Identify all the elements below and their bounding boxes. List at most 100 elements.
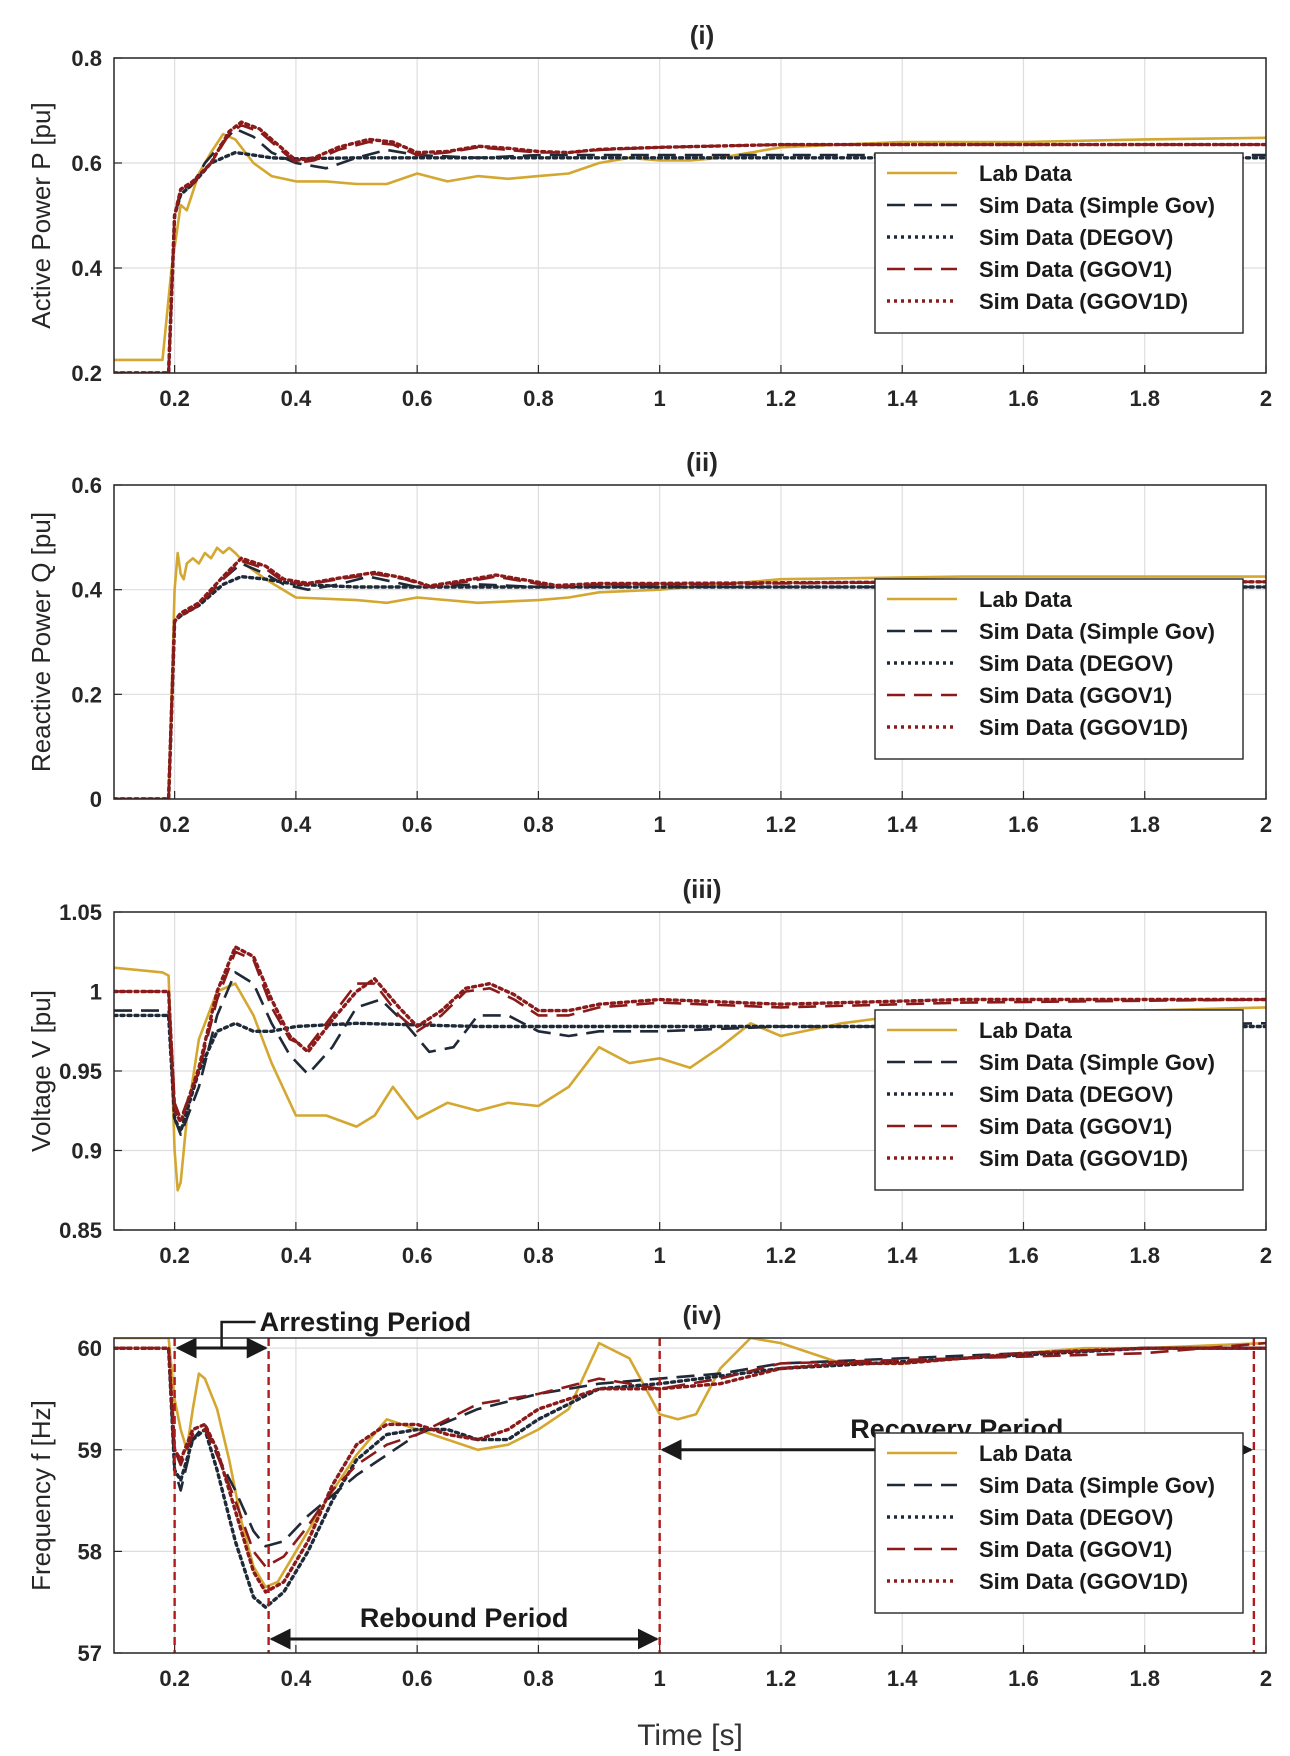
legend-label: Sim Data (DEGOV): [979, 1082, 1173, 1107]
legend-box: [874, 152, 1244, 334]
legend-label: Lab Data: [979, 161, 1073, 186]
legend-label: Sim Data (DEGOV): [979, 1505, 1173, 1530]
x-tick-label: 0.6: [402, 1666, 433, 1691]
series-line-sim-data-ggov1d-: [114, 556, 1266, 799]
legend: Lab Data Sim Data (Simple Gov) Sim Data (D…: [874, 1432, 1244, 1614]
panel-2: 0.2 0.4 0.6 0.8 1 1.2 1.4 1.6 1.8 2 0 0.2 0.4 0.6 Reac…: [26, 447, 1272, 837]
x-tick-label: 2: [1260, 1666, 1272, 1691]
x-tick-label: 1.2: [766, 812, 797, 837]
y-tick-label: 0.9: [71, 1139, 102, 1164]
x-tick-label: 1.8: [1129, 1666, 1160, 1691]
x-tick-label: 1.2: [766, 386, 797, 411]
legend-label: Sim Data (Simple Gov): [979, 193, 1215, 218]
series-line-sim-data-ggov1-: [114, 1341, 1266, 1568]
series-line-sim-data-simple-gov-: [114, 127, 1266, 373]
panel-title: (iv): [683, 1300, 722, 1330]
y-tick-label: 1: [90, 980, 102, 1005]
legend-label: Lab Data: [979, 1441, 1073, 1466]
legend-label: Sim Data (GGOV1): [979, 683, 1172, 708]
x-tick-label: 1.6: [1008, 1243, 1039, 1268]
x-tick-label: 1.2: [766, 1666, 797, 1691]
panel-title: (iii): [683, 874, 722, 904]
panel-title: (ii): [686, 447, 718, 477]
series-line-sim-data-simple-gov-: [114, 971, 1266, 1136]
legend-box: [874, 1432, 1244, 1614]
y-tick-label: 58: [78, 1539, 102, 1564]
series-line-lab-data: [114, 546, 1266, 799]
panels: 0.2 0.4 0.6 0.8 1 1.2 1.4 1.6 1.8 2 0.2 0.4 0.6 0.8 Ac…: [26, 20, 1272, 1691]
y-axis-label: Reactive Power Q [pu]: [26, 512, 56, 772]
plot-frame: [113, 484, 1267, 800]
x-tick-label: 1.4: [887, 1243, 918, 1268]
series-group: [114, 546, 1266, 799]
legend-box: [874, 578, 1244, 760]
x-axis-label: Time [s]: [637, 1719, 743, 1752]
x-tick-label: 0.8: [523, 812, 554, 837]
y-tick-label: 0.4: [71, 578, 102, 603]
series-line-lab-data: [114, 132, 1266, 362]
series-line-lab-data: [114, 1338, 1266, 1589]
x-tick-label: 2: [1260, 1243, 1272, 1268]
x-tick-label: 0.8: [523, 386, 554, 411]
y-tick-label: 59: [78, 1438, 102, 1463]
legend-label: Sim Data (Simple Gov): [979, 619, 1215, 644]
legend-label: Sim Data (Simple Gov): [979, 1473, 1215, 1498]
series-line-sim-data-ggov1-: [114, 123, 1266, 373]
y-tick-label: 60: [78, 1336, 102, 1361]
legend-label: Sim Data (GGOV1D): [979, 715, 1188, 740]
legend-label: Sim Data (GGOV1): [979, 1114, 1172, 1139]
x-tick-label: 0.4: [281, 812, 312, 837]
arresting-period-label: Arresting Period: [260, 1307, 472, 1337]
plot-frame: [113, 1337, 1267, 1654]
y-tick-label: 0.85: [59, 1218, 102, 1243]
panel-1: 0.2 0.4 0.6 0.8 1 1.2 1.4 1.6 1.8 2 0.2 0.4 0.6 0.8 Ac…: [26, 20, 1272, 411]
panel-4: 0.2 0.4 0.6 0.8 1 1.2 1.4 1.6 1.8 2 57 58 59 60 Freque…: [26, 1300, 1272, 1691]
x-tick-label: 1: [654, 386, 666, 411]
series-line-sim-data-ggov1d-: [114, 120, 1266, 373]
x-tick-label: 1.4: [887, 386, 918, 411]
legend: Lab Data Sim Data (Simple Gov) Sim Data (D…: [874, 1009, 1244, 1191]
series-line-sim-data-ggov1-: [114, 559, 1266, 799]
y-tick-label: 0.95: [59, 1059, 102, 1084]
x-tick-label: 1.4: [887, 1666, 918, 1691]
x-tick-label: 0.2: [159, 812, 190, 837]
x-tick-label: 0.2: [159, 386, 190, 411]
legend-label: Sim Data (GGOV1): [979, 257, 1172, 282]
y-axis-label: Frequency f [Hz]: [26, 1400, 56, 1591]
series-line-lab-data: [114, 966, 1266, 1192]
y-tick-label: 0.2: [71, 682, 102, 707]
legend-label: Sim Data (DEGOV): [979, 225, 1173, 250]
x-tick-label: 1.8: [1129, 812, 1160, 837]
x-tick-label: 0.8: [523, 1666, 554, 1691]
y-tick-label: 0.2: [71, 361, 102, 386]
series-line-sim-data-ggov1d-: [114, 945, 1266, 1124]
x-tick-label: 0.8: [523, 1243, 554, 1268]
legend-label: Sim Data (Simple Gov): [979, 1050, 1215, 1075]
legend: Lab Data Sim Data (Simple Gov) Sim Data (D…: [874, 578, 1244, 760]
legend-label: Sim Data (GGOV1D): [979, 1569, 1188, 1594]
legend-label: Lab Data: [979, 587, 1073, 612]
x-tick-label: 0.6: [402, 1243, 433, 1268]
x-tick-label: 1.8: [1129, 386, 1160, 411]
plot-frame: [113, 57, 1267, 374]
series-line-sim-data-degov-: [114, 1013, 1266, 1134]
legend-label: Lab Data: [979, 1018, 1073, 1043]
series-line-sim-data-ggov1d-: [114, 1346, 1266, 1594]
x-tick-label: 1.6: [1008, 386, 1039, 411]
x-tick-label: 0.4: [281, 386, 312, 411]
x-tick-label: 1.8: [1129, 1243, 1160, 1268]
legend-label: Sim Data (GGOV1): [979, 1537, 1172, 1562]
series-line-sim-data-degov-: [114, 1346, 1266, 1610]
x-tick-label: 0.4: [281, 1666, 312, 1691]
y-tick-label: 0.4: [71, 256, 102, 281]
plot-frame: [113, 911, 1267, 1231]
y-tick-label: 1.05: [59, 900, 102, 925]
series-group: [114, 1338, 1266, 1610]
rebound-period-label: Rebound Period: [360, 1603, 569, 1633]
y-tick-label: 57: [78, 1641, 102, 1666]
legend-label: Sim Data (GGOV1D): [979, 289, 1188, 314]
x-tick-label: 2: [1260, 812, 1272, 837]
x-tick-label: 0.6: [402, 386, 433, 411]
legend-label: Sim Data (GGOV1D): [979, 1146, 1188, 1171]
